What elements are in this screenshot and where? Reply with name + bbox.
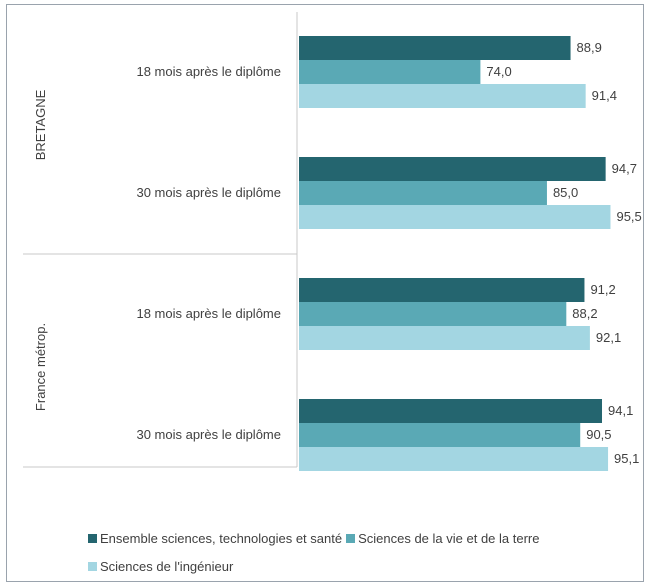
group-label: BRETAGNE	[33, 89, 48, 160]
legend-item-si: Sciences de l'ingénieur	[88, 559, 233, 574]
bar	[299, 60, 481, 84]
group-label: France métrop.	[33, 323, 48, 411]
bar	[299, 399, 603, 423]
category-label: 30 mois après le diplôme	[136, 185, 281, 200]
data-label: 92,1	[596, 330, 621, 345]
data-label: 90,5	[586, 427, 611, 442]
legend-item-ensemble: Ensemble sciences, technologies et santé	[88, 531, 342, 546]
data-label: 95,5	[616, 209, 641, 224]
data-label: 94,7	[612, 161, 637, 176]
data-label: 91,2	[590, 282, 615, 297]
bar	[299, 36, 571, 60]
legend-swatch-si	[88, 561, 97, 571]
chart-legend: Ensemble sciences, technologies et santé…	[88, 528, 628, 584]
data-label: 91,4	[592, 88, 617, 103]
category-label: 18 mois après le diplôme	[136, 64, 281, 79]
bar	[299, 157, 606, 181]
data-label: 85,0	[553, 185, 578, 200]
bar	[299, 278, 585, 302]
legend-swatch-ensemble	[88, 533, 97, 543]
data-label: 88,9	[577, 40, 602, 55]
data-label: 94,1	[608, 403, 633, 418]
legend-label-ensemble: Ensemble sciences, technologies et santé	[100, 530, 343, 546]
bar	[299, 302, 567, 326]
data-label: 88,2	[572, 306, 597, 321]
bar	[299, 423, 581, 447]
data-label: 95,1	[614, 451, 639, 466]
category-label: 30 mois après le diplôme	[136, 427, 281, 442]
legend-label-si: Sciences de l'ingénieur	[100, 558, 234, 574]
legend-row-1: Ensemble sciences, technologies et santé…	[88, 528, 628, 548]
legend-item-svt: Sciences de la vie et de la terre	[346, 531, 539, 546]
bar	[299, 205, 611, 229]
legend-label-svt: Sciences de la vie et de la terre	[358, 530, 540, 546]
bar	[299, 181, 547, 205]
bar	[299, 84, 586, 108]
bar	[299, 326, 590, 350]
legend-swatch-svt	[346, 533, 356, 543]
bar	[299, 447, 609, 471]
legend-row-2: Sciences de l'ingénieur	[88, 556, 628, 576]
data-label: 74,0	[486, 64, 511, 79]
category-label: 18 mois après le diplôme	[136, 306, 281, 321]
